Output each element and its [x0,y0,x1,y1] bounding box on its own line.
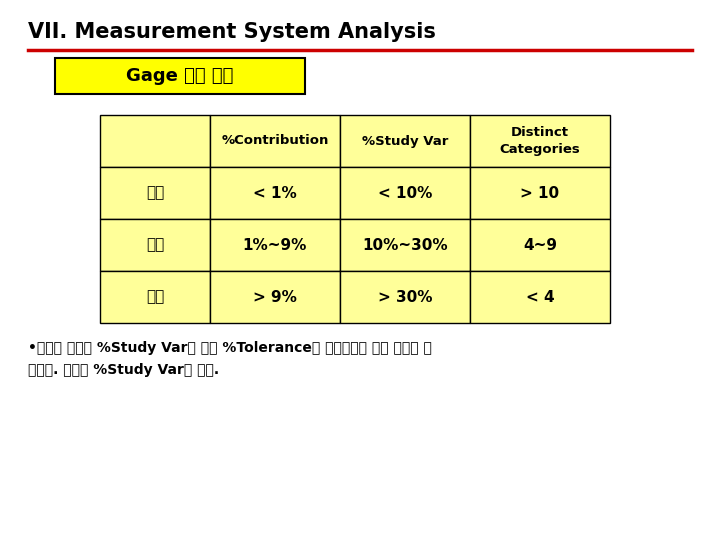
FancyBboxPatch shape [100,167,210,219]
FancyBboxPatch shape [210,167,340,219]
FancyBboxPatch shape [100,219,210,271]
Text: 4~9: 4~9 [523,238,557,253]
Text: 우수: 우수 [146,186,164,200]
Text: •최근의 추세는 %Study Var와 함께 %Tolerance를 측정시스템 평가 지표로 사: •최근의 추세는 %Study Var와 함께 %Tolerance를 측정시스… [28,341,432,355]
Text: < 1%: < 1% [253,186,297,200]
Text: Distinct
Categories: Distinct Categories [500,126,580,156]
Text: Gage 평가 기준: Gage 평가 기준 [126,67,234,85]
Text: < 4: < 4 [526,289,554,305]
FancyBboxPatch shape [340,271,470,323]
Text: %Contribution: %Contribution [221,134,329,147]
FancyBboxPatch shape [100,271,210,323]
Text: VII. Measurement System Analysis: VII. Measurement System Analysis [28,22,436,42]
FancyBboxPatch shape [340,115,470,167]
FancyBboxPatch shape [340,219,470,271]
FancyBboxPatch shape [55,58,305,94]
FancyBboxPatch shape [470,167,610,219]
FancyBboxPatch shape [100,115,210,167]
FancyBboxPatch shape [210,219,340,271]
Text: 10%~30%: 10%~30% [362,238,448,253]
Text: < 10%: < 10% [378,186,432,200]
Text: 양호: 양호 [146,238,164,253]
Text: %Study Var: %Study Var [362,134,448,147]
Text: > 10: > 10 [521,186,559,200]
Text: 부족: 부족 [146,289,164,305]
FancyBboxPatch shape [340,167,470,219]
FancyBboxPatch shape [470,219,610,271]
FancyBboxPatch shape [470,115,610,167]
Text: > 30%: > 30% [378,289,432,305]
FancyBboxPatch shape [470,271,610,323]
FancyBboxPatch shape [210,115,340,167]
Text: 1%~9%: 1%~9% [243,238,307,253]
Text: 용한다. 기준은 %Study Var과 같다.: 용한다. 기준은 %Study Var과 같다. [28,363,219,377]
FancyBboxPatch shape [210,271,340,323]
Text: > 9%: > 9% [253,289,297,305]
